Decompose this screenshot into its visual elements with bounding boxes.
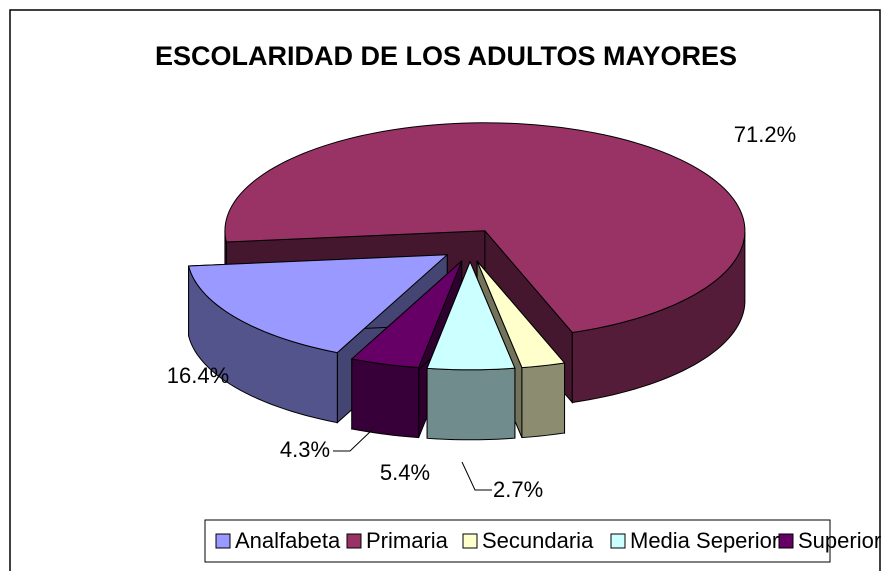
- slice-top: [426, 260, 516, 371]
- pie: [187, 122, 746, 441]
- slice-wall: [521, 362, 566, 439]
- slice-wall: [426, 367, 516, 441]
- legend-label: Media Seperior: [630, 528, 779, 553]
- legend-label: Superior: [798, 528, 881, 553]
- slice-top: [224, 122, 746, 334]
- legend-label: Analfabeta: [235, 528, 341, 553]
- legend-swatch: [610, 533, 626, 549]
- leader-line: [333, 429, 373, 452]
- slice-top: [476, 260, 566, 369]
- chart-title: ESCOLARIDAD DE LOS ADULTOS MAYORES: [155, 41, 737, 71]
- data-label: 4.3%: [280, 437, 330, 462]
- data-label: 16.4%: [167, 363, 229, 388]
- leader-line: [461, 461, 492, 491]
- legend-swatch: [462, 533, 478, 549]
- slice-top: [350, 260, 463, 369]
- data-label: 2.7%: [493, 477, 543, 502]
- legend-label: Primaria: [366, 528, 449, 553]
- legend-swatch: [346, 533, 362, 549]
- legend-label: Secundaria: [482, 528, 594, 553]
- slice-wall: [351, 358, 420, 439]
- data-label: 71.2%: [734, 122, 796, 147]
- data-labels: 16.4% 71.2% 2.7% 5.4% 4.3%: [167, 122, 796, 502]
- legend-box: [204, 519, 831, 563]
- slice: [426, 260, 516, 441]
- legend-swatch: [778, 533, 794, 549]
- data-label: 5.4%: [380, 460, 430, 485]
- slice-top: [187, 254, 449, 354]
- legend: Analfabeta Primaria Secundaria Media Seperi…: [215, 528, 881, 553]
- legend-swatch: [215, 533, 231, 549]
